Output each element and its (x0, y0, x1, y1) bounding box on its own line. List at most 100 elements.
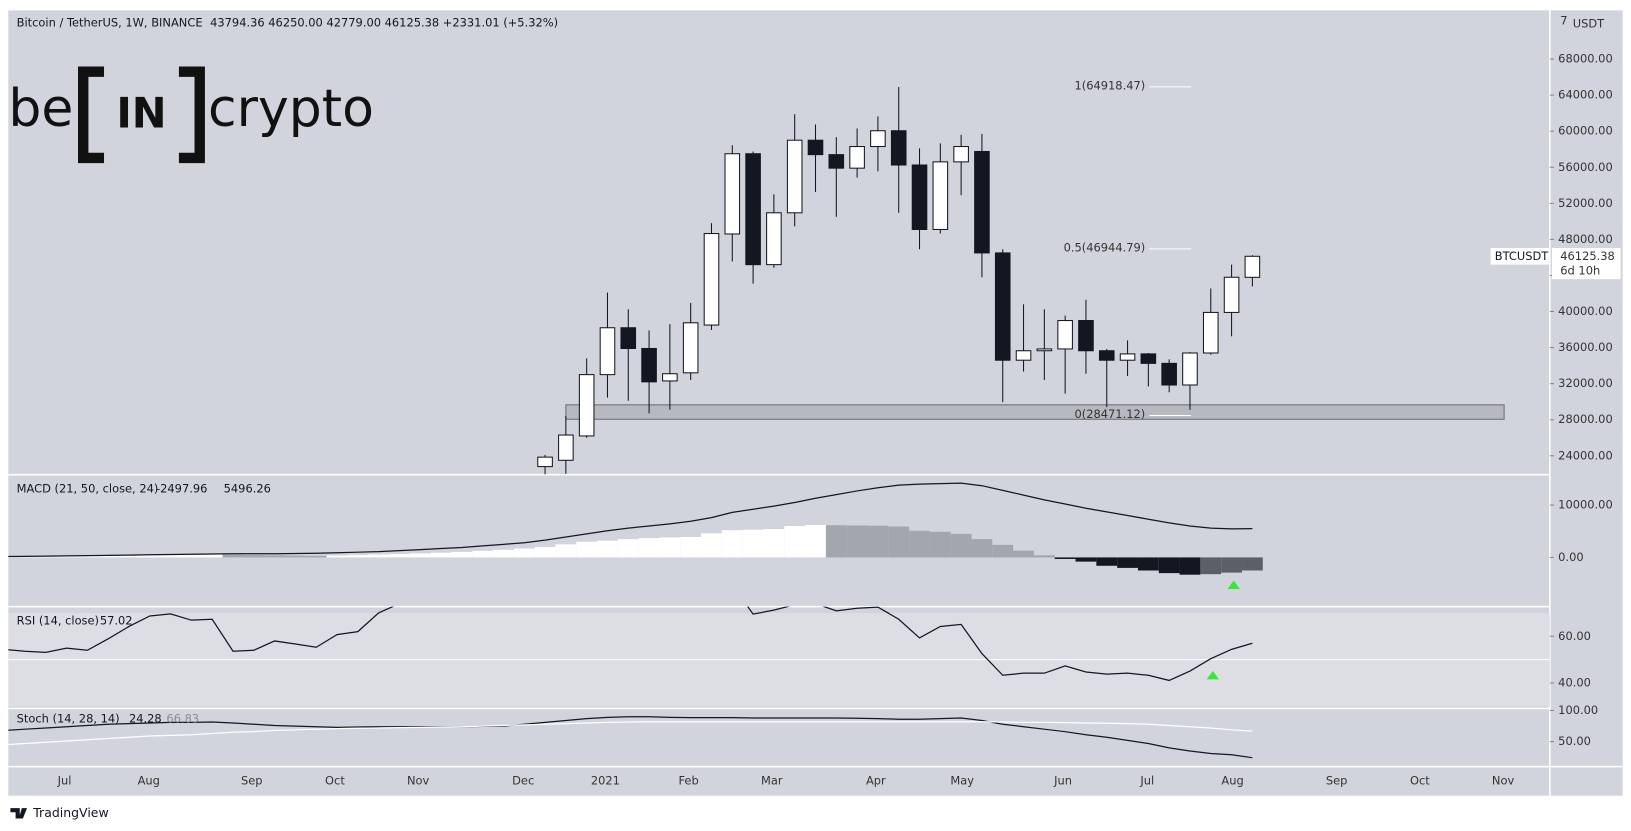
currency: USDT (1573, 16, 1605, 30)
candle-body (953, 146, 969, 163)
rsi-pane (8, 606, 1550, 707)
watermark-text: IN (116, 88, 166, 137)
macd-bar (909, 530, 930, 558)
support-zone (565, 404, 1505, 420)
footer-text: TradingView (32, 805, 108, 820)
macd-line (8, 482, 1253, 558)
macd-bar (1096, 557, 1118, 566)
x-tick-label: Oct (1410, 774, 1430, 788)
macd-bar (680, 537, 702, 558)
candle-body (1098, 350, 1115, 361)
candle-body (1161, 362, 1177, 386)
macd-bar (950, 533, 972, 558)
candle-body (1036, 348, 1053, 352)
pane-title: RSI (14, close) (17, 614, 99, 628)
x-tick-label: May (950, 774, 974, 788)
y-tick-label: 40000.00 (1558, 304, 1613, 318)
price-pane (537, 86, 1549, 475)
macd-bar (493, 549, 514, 558)
macd-pane (8, 482, 1263, 575)
candle-body (890, 130, 907, 166)
candle-body (849, 146, 865, 169)
x-tick-label: Jul (57, 774, 72, 788)
macd-bar (347, 555, 369, 558)
signal-arrow (1227, 580, 1240, 589)
macd-bar (8, 557, 15, 558)
candle-body (1140, 353, 1157, 364)
macd-bar (576, 541, 598, 558)
candle-body (537, 456, 553, 468)
macd-bar (326, 555, 348, 558)
x-tick-label: Dec (512, 774, 534, 788)
stoch-pane (8, 716, 1253, 759)
candle-body (807, 139, 824, 156)
symbol-tag (1490, 247, 1549, 265)
candle-body (1119, 353, 1136, 361)
candle-body (932, 161, 949, 230)
y-tick-label: 48000.00 (1558, 232, 1613, 246)
watermark-bracket (78, 66, 205, 164)
candle-body (620, 327, 637, 350)
y-tick-label: 24000.00 (1558, 448, 1613, 462)
candle-body (1202, 311, 1219, 354)
macd-bar (264, 555, 286, 558)
macd-bar (118, 555, 140, 558)
macd-bar (1179, 557, 1201, 575)
scale-top: 7 (1560, 13, 1567, 27)
macd-bar (1075, 557, 1097, 562)
y-tick-label: 36000.00 (1558, 340, 1613, 354)
y-tick-label: 32000.00 (1558, 376, 1613, 390)
x-tick-label: Nov (1492, 774, 1515, 788)
watermark: be IN crypto (8, 66, 374, 164)
y-tick-label: 10000.00 (1558, 498, 1613, 512)
y-tick-label: 64000.00 (1558, 88, 1613, 102)
x-tick-label: Sep (1326, 774, 1348, 788)
pane-title: Stoch (14, 28, 14) (17, 711, 120, 725)
candle-body (578, 374, 595, 437)
pane-value: 5496.26 (224, 482, 271, 496)
candle-body (911, 164, 928, 230)
macd-bar (56, 556, 77, 558)
macd-bar (846, 525, 868, 558)
macd-bar (929, 531, 951, 558)
chart-title: Bitcoin / TetherUS, 1W, BINANCE (17, 15, 203, 29)
y-tick-label: 100.00 (1558, 703, 1598, 717)
candle-body (1182, 352, 1198, 386)
y-tick-label: 40.00 (1558, 675, 1591, 689)
footer: TradingView (10, 805, 109, 820)
macd-bar (180, 554, 202, 558)
macd-bar (1117, 557, 1138, 568)
candle-body (870, 130, 886, 148)
pane-value: -2497.96 (156, 482, 207, 496)
candle-body (558, 434, 574, 461)
macd-bar (305, 555, 327, 558)
signal-arrow (1206, 671, 1220, 680)
x-tick-label: Jun (1053, 774, 1072, 788)
x-tick-label: Nov (407, 774, 430, 788)
symbol-label: BTCUSDT (1495, 249, 1550, 263)
macd-bar (35, 556, 57, 558)
macd-bar (243, 555, 265, 558)
macd-bar (617, 539, 639, 558)
candle-body (745, 153, 761, 266)
y-tick-label: 28000.00 (1558, 412, 1613, 426)
macd-bar (409, 553, 431, 558)
macd-bar (701, 533, 722, 558)
macd-bar (139, 555, 161, 558)
macd-bar (992, 544, 1014, 558)
candle-body (1244, 255, 1261, 278)
x-tick-label: Sep (241, 774, 263, 788)
macd-bar (389, 554, 410, 558)
candle-body (641, 347, 657, 383)
fib-label: 0(28471.12) (1075, 407, 1146, 421)
macd-bar (1221, 557, 1242, 573)
macd-bar (201, 554, 223, 558)
macd-bar (742, 529, 764, 558)
x-tick-label: Jul (1139, 774, 1154, 788)
macd-bar (14, 556, 36, 558)
macd-bar (1158, 557, 1180, 574)
x-tick-label: Aug (138, 774, 160, 788)
macd-bar (1013, 550, 1034, 558)
x-tick-label: Oct (325, 774, 345, 788)
